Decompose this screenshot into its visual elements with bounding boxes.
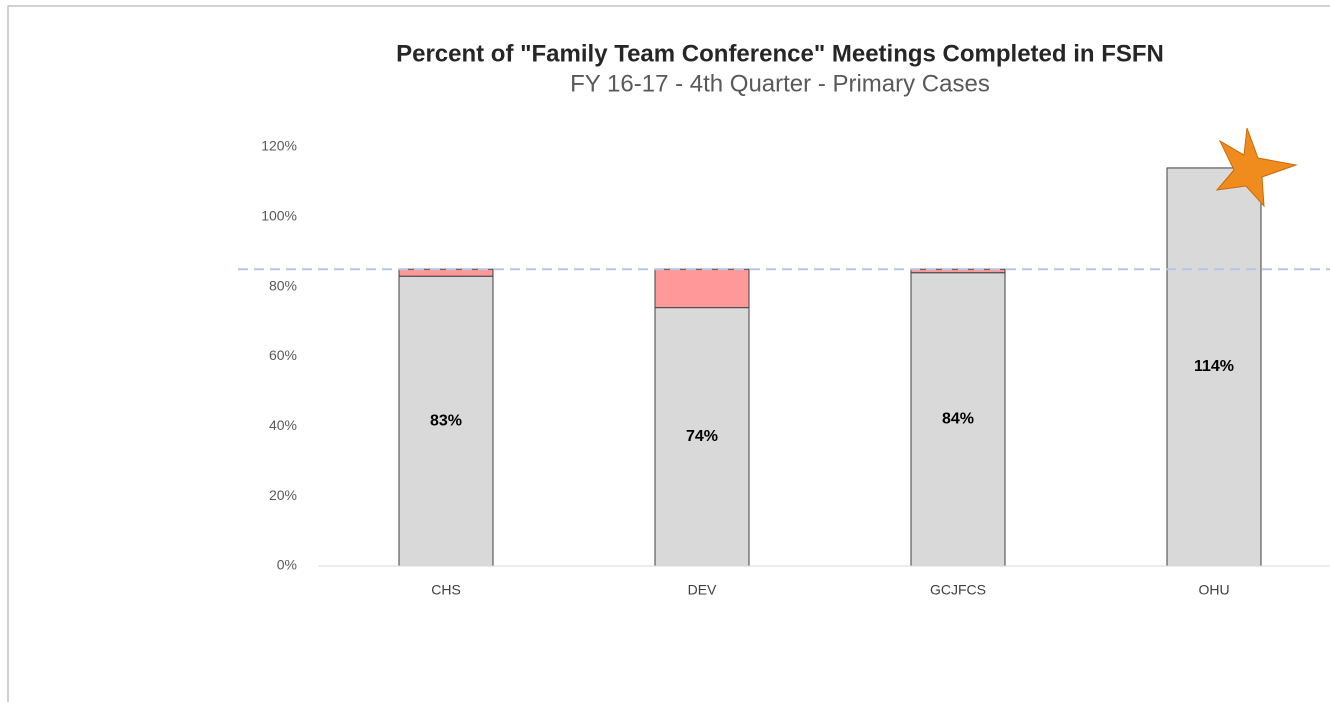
plot: 0% 20% 40% 60% 80% 100% 120% 83% CHS 74% DEV 84% GCJ…	[238, 138, 1330, 598]
chart-frame	[7, 5, 1330, 702]
data-label: 83%	[430, 412, 462, 429]
bar-segment	[1166, 167, 1262, 567]
bar-segment	[398, 268, 494, 277]
x-tick-label: OHU	[1198, 582, 1229, 598]
data-label: 84%	[942, 411, 974, 428]
data-label: 74%	[686, 428, 718, 445]
y-tick-label: 0%	[277, 557, 297, 573]
y-tick-label: 20%	[269, 487, 297, 503]
chart-title: Percent of "Family Team Conference" Meet…	[396, 40, 1164, 67]
y-tick-label: 100%	[261, 208, 297, 224]
y-tick-label: 60%	[269, 347, 297, 363]
star-icon	[1215, 127, 1298, 208]
bar-segment	[654, 307, 750, 567]
y-tick-label: 80%	[269, 277, 297, 293]
y-tick-label: 40%	[269, 417, 297, 433]
x-tick-label: CHS	[431, 582, 461, 598]
x-tick-label: GCJFCS	[930, 582, 986, 598]
x-tick-label: DEV	[688, 582, 717, 598]
chart-subtitle: FY 16-17 - 4th Quarter - Primary Cases	[570, 70, 990, 97]
data-label: 114%	[1194, 358, 1234, 375]
bar-segment	[654, 268, 750, 309]
y-tick-label: 120%	[261, 138, 297, 154]
